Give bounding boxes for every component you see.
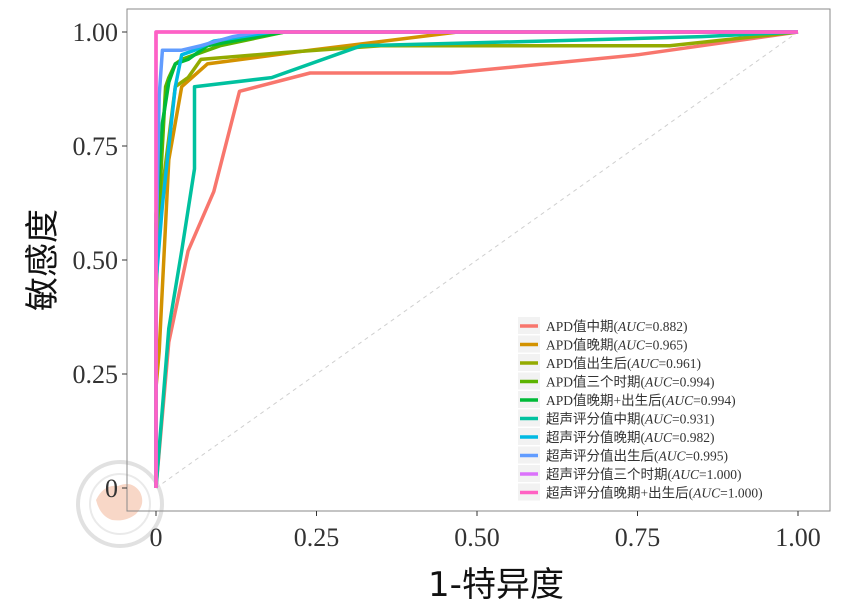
x-tick-label: 0.50 <box>454 523 500 552</box>
legend-label-value: =0.965) <box>645 338 687 353</box>
y-axis: 0 0.25 0.50 0.75 1.00 <box>73 18 127 503</box>
watermark-inner-ring <box>89 473 151 535</box>
legend-label-main: APD值三个时期( <box>546 375 646 390</box>
legend-label-6: 超声评分值中期(AUC=0.931) <box>546 412 714 427</box>
legend-label-2: APD值晚期(AUC=0.965) <box>546 338 688 353</box>
legend-label-9: 超声评分值三个时期(AUC=1.000) <box>546 467 741 482</box>
legend-label-auc: AUC <box>665 393 694 408</box>
x-tick-label: 0.25 <box>294 523 340 552</box>
x-axis: 0 0.25 0.50 0.75 1.00 <box>150 511 821 552</box>
legend-label-main: 超声评分值中期( <box>546 412 645 427</box>
y-tick-label: 0.75 <box>73 132 119 161</box>
roc-series-line-1 <box>154 30 799 489</box>
y-axis-title: 敏感度 <box>23 209 63 311</box>
roc-series-layer <box>154 30 799 489</box>
legend: APD值中期(AUC=0.882)APD值晚期(AUC=0.965)APD值出生… <box>518 317 763 501</box>
legend-label-main: APD值中期( <box>546 319 619 334</box>
reference-diagonal-line <box>155 31 799 489</box>
legend-label-auc: AUC <box>631 356 660 371</box>
legend-label-main: 超声评分值晚期( <box>546 430 645 445</box>
legend-label-main: 超声评分值三个时期( <box>546 467 672 482</box>
watermark-ring <box>76 460 164 548</box>
roc-series-line-7 <box>154 30 798 488</box>
legend-label-auc: AUC <box>644 430 673 445</box>
legend-label-3: APD值出生后(AUC=0.961) <box>546 356 701 371</box>
legend-label-4: APD值三个时期(AUC=0.994) <box>546 375 715 390</box>
legend-label-7: 超声评分值晚期(AUC=0.982) <box>546 430 714 445</box>
legend-label-value: =0.994) <box>672 375 714 390</box>
legend-label-auc: AUC <box>671 467 700 482</box>
legend-label-value: =0.882) <box>645 319 687 334</box>
legend-label-main: APD值晚期( <box>546 338 619 353</box>
legend-label-value: =0.961) <box>659 356 701 371</box>
x-tick-label: 0.75 <box>615 523 661 552</box>
roc-series-line-10 <box>154 30 798 488</box>
y-tick-label: 0.25 <box>73 360 119 389</box>
legend-label-value: =1.000) <box>699 467 741 482</box>
legend-label-8: 超声评分值出生后(AUC=0.995) <box>546 449 728 464</box>
y-tick-label: 0 <box>105 474 118 503</box>
y-tick-label: 0.50 <box>73 246 119 275</box>
y-tick-label: 1.00 <box>73 18 119 47</box>
roc-series-line-6 <box>154 30 799 489</box>
legend-label-value: =0.931) <box>672 412 714 427</box>
legend-label-main: APD值晚期+出生后( <box>546 393 667 408</box>
legend-label-auc: AUC <box>617 319 646 334</box>
x-tick-label: 0 <box>150 523 163 552</box>
legend-label-5: APD值晚期+出生后(AUC=0.994) <box>546 393 736 408</box>
legend-label-main: 超声评分值出生后( <box>546 449 659 464</box>
legend-label-auc: AUC <box>617 338 646 353</box>
watermark-logo <box>76 460 164 548</box>
legend-label-main: APD值出生后( <box>546 356 632 371</box>
legend-label-auc: AUC <box>644 412 673 427</box>
legend-label-value: =0.995) <box>686 449 728 464</box>
legend-label-main: 超声评分值晚期+出生后( <box>546 486 694 501</box>
legend-label-value: =0.994) <box>693 393 735 408</box>
legend-label-value: =0.982) <box>672 430 714 445</box>
x-axis-title: 1-特异度 <box>428 565 564 605</box>
legend-label-auc: AUC <box>692 486 721 501</box>
x-tick-label: 1.00 <box>775 523 821 552</box>
legend-label-10: 超声评分值晚期+出生后(AUC=1.000) <box>546 486 763 501</box>
legend-label-auc: AUC <box>658 449 687 464</box>
legend-label-1: APD值中期(AUC=0.882) <box>546 319 688 334</box>
legend-label-value: =1.000) <box>720 486 762 501</box>
legend-label-auc: AUC <box>644 375 673 390</box>
